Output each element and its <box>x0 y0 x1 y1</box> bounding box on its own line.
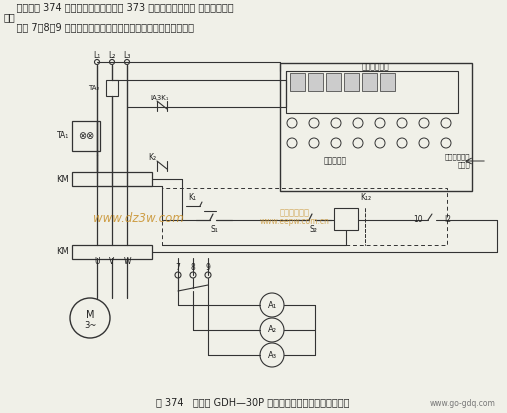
Text: www.go-gdq.com: www.go-gdq.com <box>430 399 496 408</box>
Text: K₂: K₂ <box>148 154 156 162</box>
Text: A₃: A₃ <box>268 351 276 359</box>
Bar <box>162 188 447 245</box>
Bar <box>380 73 395 91</box>
Text: 7: 7 <box>175 263 180 271</box>
Bar <box>106 80 118 96</box>
Text: 继控制电路: 继控制电路 <box>323 157 347 166</box>
Text: 电路如图 374 所示。不难看出，与图 373 不同的只是多用了 一只电流互感: 电路如图 374 所示。不难看出，与图 373 不同的只是多用了 一只电流互感 <box>4 2 234 12</box>
Text: S₂: S₂ <box>309 225 317 235</box>
Text: A₁: A₁ <box>267 301 276 309</box>
Text: l2: l2 <box>445 216 452 225</box>
Text: S₁: S₁ <box>210 225 218 235</box>
Text: 接人式地仪表
或短路: 接人式地仪表 或短路 <box>445 154 470 168</box>
Text: U: U <box>94 257 100 266</box>
Text: W: W <box>123 257 131 266</box>
Bar <box>308 73 323 91</box>
Text: www.eepw.com.cn: www.eepw.com.cn <box>260 216 330 225</box>
Bar <box>334 208 358 230</box>
Text: M: M <box>86 310 94 320</box>
Bar <box>362 73 377 91</box>
Bar <box>286 71 458 113</box>
Text: www.dz3w.com: www.dz3w.com <box>93 211 184 225</box>
Text: L₂: L₂ <box>108 52 116 60</box>
Text: IA3K₁: IA3K₁ <box>150 95 168 101</box>
Bar <box>326 73 341 91</box>
Text: L₁: L₁ <box>93 52 100 60</box>
Text: KM: KM <box>56 247 69 256</box>
Text: 10: 10 <box>413 216 423 225</box>
Text: 接地工作电路: 接地工作电路 <box>362 62 390 71</box>
Text: 8: 8 <box>191 263 195 271</box>
Text: L₃: L₃ <box>123 52 131 60</box>
Bar <box>72 172 152 186</box>
Text: V: V <box>110 257 115 266</box>
Text: 图 374   新中兴 GDH—30P 数显智能电动机保护器应用电路: 图 374 新中兴 GDH—30P 数显智能电动机保护器应用电路 <box>156 397 350 407</box>
Bar <box>290 73 305 91</box>
Bar <box>72 245 152 259</box>
Text: TA₂: TA₂ <box>88 85 99 91</box>
Text: A₂: A₂ <box>268 325 276 335</box>
Text: K₁₂: K₁₂ <box>360 194 371 202</box>
Bar <box>280 63 472 191</box>
Text: 3~: 3~ <box>84 320 96 330</box>
Text: 器。: 器。 <box>4 12 16 22</box>
Text: TA₁: TA₁ <box>57 131 69 140</box>
Text: 端子 7、8、9 可如图所示用导线短路，也可以串接三块电流表。: 端子 7、8、9 可如图所示用导线短路，也可以串接三块电流表。 <box>4 22 194 32</box>
Text: KM: KM <box>56 175 69 183</box>
Bar <box>72 121 100 151</box>
Bar <box>344 73 359 91</box>
Text: 9: 9 <box>205 263 210 271</box>
Text: ⊗⊗: ⊗⊗ <box>78 131 94 141</box>
Text: 电子产品世界: 电子产品世界 <box>280 209 310 218</box>
Text: K₁: K₁ <box>188 194 196 202</box>
